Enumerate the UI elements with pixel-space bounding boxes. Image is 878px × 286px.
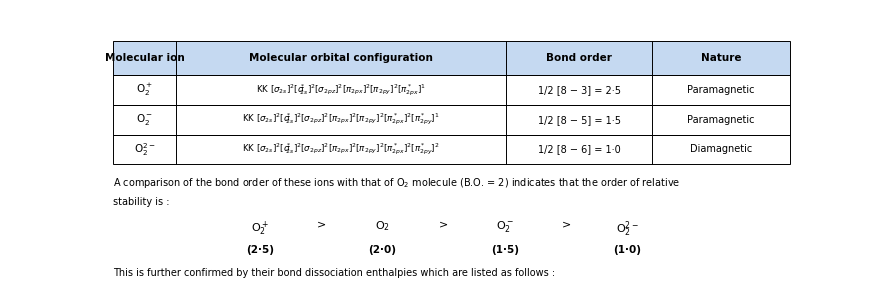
Text: Molecular orbital configuration: Molecular orbital configuration	[249, 53, 433, 63]
Bar	[113, 105, 788, 134]
Text: Bond order: Bond order	[546, 53, 612, 63]
Bar	[113, 41, 788, 75]
Text: A comparison of the bond order of these ions with that of O$_2$ molecule (B.O. =: A comparison of the bond order of these …	[113, 176, 680, 190]
Text: >: >	[438, 219, 448, 229]
Text: KK $[\sigma_{2s}]^2[\sigma\!\!^*_{2s}]^2[\sigma_{2pz}]^2[\pi_{2px}]^2[\pi_{2py}]: KK $[\sigma_{2s}]^2[\sigma\!\!^*_{2s}]^2…	[242, 112, 440, 127]
Text: KK $[\sigma_{2s}]^2[\sigma\!\!^*_{2s}]^2[\sigma_{2pz}]^2[\pi_{2px}]^2[\pi_{2py}]: KK $[\sigma_{2s}]^2[\sigma\!\!^*_{2s}]^2…	[256, 82, 426, 98]
Text: >: >	[561, 219, 571, 229]
Bar	[113, 134, 788, 164]
Text: $\mathrm{O_2^{2-}}$: $\mathrm{O_2^{2-}}$	[133, 141, 155, 158]
Text: $\mathrm{O_2^-}$: $\mathrm{O_2^-}$	[495, 219, 514, 234]
Bar	[113, 75, 788, 105]
Text: 1/2 [8 − 6] = 1·0: 1/2 [8 − 6] = 1·0	[537, 144, 620, 154]
Text: (1·5): (1·5)	[491, 245, 518, 255]
Text: Paramagnetic: Paramagnetic	[687, 115, 754, 125]
Text: >: >	[316, 219, 326, 229]
Text: (2·0): (2·0)	[368, 245, 396, 255]
Text: stability is :: stability is :	[113, 197, 169, 207]
Text: (2·5): (2·5)	[246, 245, 273, 255]
Text: 1/2 [8 − 3] = 2·5: 1/2 [8 − 3] = 2·5	[537, 85, 620, 95]
Bar	[113, 75, 788, 105]
Text: $\mathrm{O_2^{2-}}$: $\mathrm{O_2^{2-}}$	[615, 219, 638, 239]
Text: $\mathrm{O_2^+}$: $\mathrm{O_2^+}$	[250, 219, 269, 238]
Text: 1/2 [8 − 5] = 1·5: 1/2 [8 − 5] = 1·5	[537, 115, 620, 125]
Text: Molecular ion: Molecular ion	[104, 53, 184, 63]
Bar	[113, 134, 788, 164]
Text: Diamagnetic: Diamagnetic	[689, 144, 752, 154]
Text: (1·0): (1·0)	[613, 245, 641, 255]
Text: $\mathrm{O_2}$: $\mathrm{O_2}$	[374, 219, 390, 233]
Text: KK $[\sigma_{2s}]^2[\sigma\!\!^*_{2s}]^2[\sigma_{2pz}]^2[\pi_{2px}]^2[\pi_{2py}]: KK $[\sigma_{2s}]^2[\sigma\!\!^*_{2s}]^2…	[242, 142, 440, 157]
Text: Nature: Nature	[700, 53, 740, 63]
Bar	[113, 41, 788, 75]
Text: $\mathrm{O_2^-}$: $\mathrm{O_2^-}$	[136, 112, 153, 127]
Text: Paramagnetic: Paramagnetic	[687, 85, 754, 95]
Text: This is further confirmed by their bond dissociation enthalpies which are listed: This is further confirmed by their bond …	[113, 268, 555, 278]
Bar	[113, 105, 788, 134]
Text: $\mathrm{O_2^+}$: $\mathrm{O_2^+}$	[136, 82, 153, 98]
